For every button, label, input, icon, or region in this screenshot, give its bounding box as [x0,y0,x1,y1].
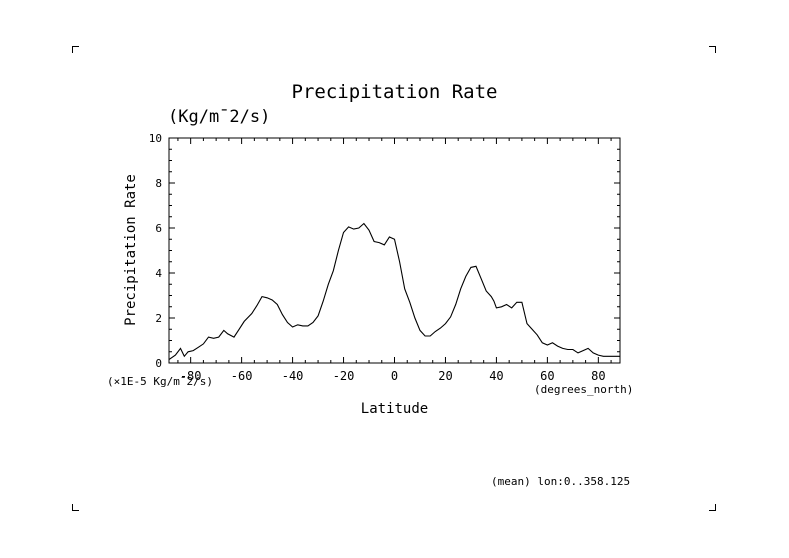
y-tick-label: 6 [155,222,162,235]
x-tick-label: -20 [333,369,355,383]
x-axis-label: Latitude [360,401,429,417]
chart-units: (Kg/m¯2/s) [168,107,271,127]
x-tick-label: -40 [282,369,304,383]
x-tick-label: 60 [540,369,554,383]
corner-mark-top-right [709,46,716,53]
tick-marks [169,138,620,363]
footer-note: (mean) lon:0..358.125 [491,475,631,488]
y-tick-label: 8 [155,177,162,190]
tick-labels: -80 -60 -40 -20 0 20 40 60 80 0 2 4 6 8 10 [149,132,606,383]
y-scale-label: (×1E-5 Kg/m¯2/s) [107,375,213,388]
y-tick-label: 4 [155,267,162,280]
x-tick-label: 80 [591,369,605,383]
corner-mark-bottom-right [709,504,716,511]
x-tick-label: 20 [438,369,452,383]
y-tick-label: 2 [155,312,162,325]
corner-mark-top-left [72,46,79,53]
corner-mark-bottom-left [72,504,79,511]
x-tick-label: 0 [391,369,398,383]
series-line [168,222,620,361]
y-tick-label: 10 [149,132,162,145]
x-tick-label: -60 [231,369,253,383]
plot-frame [168,137,621,364]
x-tick-label: -80 [180,369,202,383]
chart-title: Precipitation Rate [291,81,498,103]
x-tick-label: 40 [489,369,503,383]
y-tick-label: 0 [155,357,162,370]
x-axis-units: (degrees_north) [534,383,634,396]
